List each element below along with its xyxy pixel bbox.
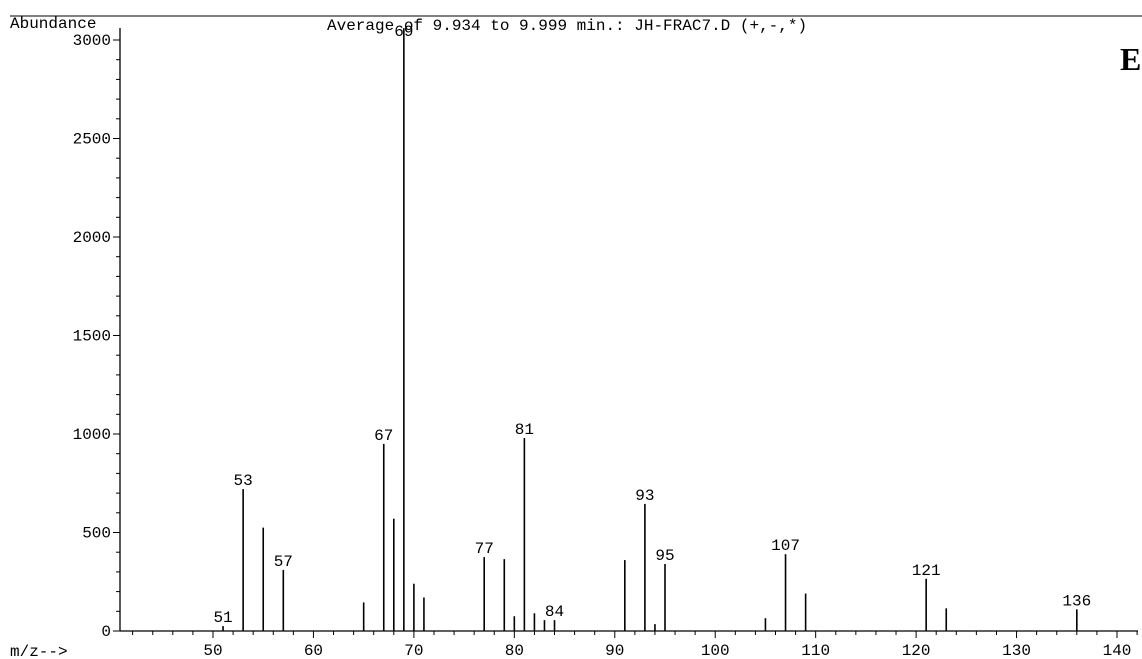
x-tick-label: 90 <box>605 642 624 659</box>
peak-label: 93 <box>635 487 654 505</box>
peak-label: 81 <box>515 421 534 439</box>
y-tick-label: 1500 <box>73 328 111 346</box>
peak-label: 57 <box>274 553 293 571</box>
x-tick-label: 60 <box>304 642 323 659</box>
y-tick-label: 1000 <box>73 426 111 444</box>
x-tick-label: 130 <box>1002 642 1031 659</box>
y-tick-label: 2500 <box>73 131 111 149</box>
x-tick-label: 140 <box>1103 642 1132 659</box>
peak-label: 107 <box>771 537 800 555</box>
peak-label: 51 <box>213 609 232 627</box>
y-tick-label: 3000 <box>73 32 111 50</box>
x-tick-label: 50 <box>203 642 222 659</box>
x-tick-label: 120 <box>902 642 931 659</box>
y-axis-ticks: 0 500 1000 1500 2000 2500 3000 <box>73 32 120 641</box>
axes <box>10 15 1142 632</box>
peak-label: 67 <box>374 427 393 445</box>
x-axis-ticks: 50 60 70 80 90 100 110 120 130 140 <box>132 631 1138 659</box>
y-tick-label: 0 <box>101 623 111 641</box>
peak-label: 136 <box>1062 592 1091 610</box>
x-axis-label: m/z--> <box>10 643 68 659</box>
peak-label: 95 <box>655 547 674 565</box>
y-tick-label: 500 <box>82 525 111 543</box>
peak-label: 69 <box>394 23 413 41</box>
spectrum-peaks <box>222 28 1078 631</box>
peak-label: 53 <box>234 472 253 490</box>
x-tick-label: 80 <box>505 642 524 659</box>
x-tick-label: 70 <box>404 642 423 659</box>
peak-label: 84 <box>545 603 564 621</box>
x-tick-label: 110 <box>801 642 830 659</box>
panel-label: E <box>1120 41 1141 77</box>
chart-title: Average of 9.934 to 9.999 min.: JH-FRAC7… <box>327 17 807 35</box>
peak-label: 77 <box>475 540 494 558</box>
peak-labels: 51 53 57 67 69 77 81 84 93 95 107 121 136 <box>213 23 1091 627</box>
y-axis-label: Abundance <box>10 15 96 33</box>
y-tick-label: 2000 <box>73 229 111 247</box>
peak-label: 121 <box>912 562 941 580</box>
x-tick-label: 100 <box>701 642 730 659</box>
